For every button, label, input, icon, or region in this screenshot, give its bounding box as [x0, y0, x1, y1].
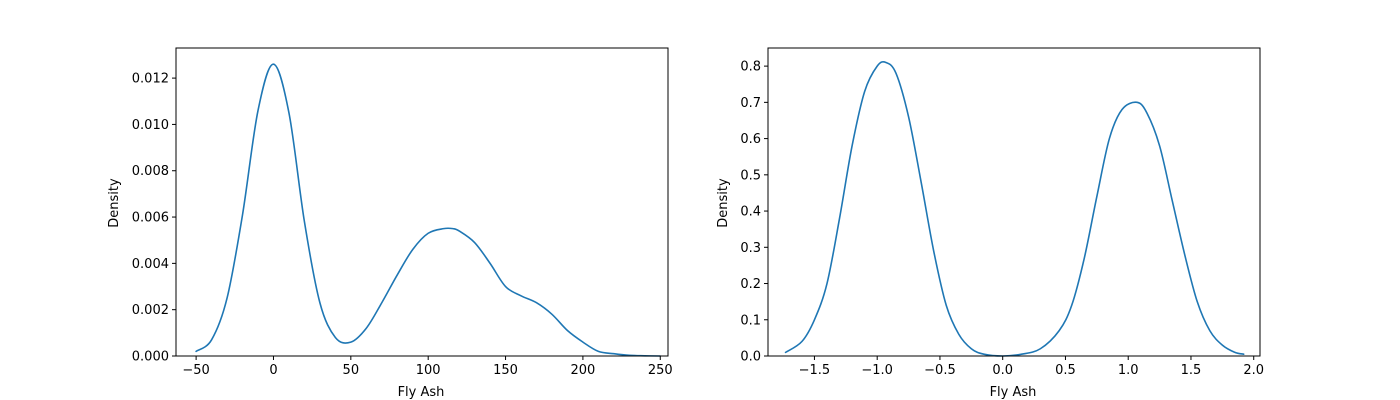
left-density-curve: [195, 63, 662, 357]
right-kde-panel: Fly Ash Density −1.5 −1.0 −0.5 0.0 0.5 1.0 1.5…: [716, 47, 1264, 400]
right-y-axis-label: Density: [716, 178, 731, 228]
left-y-tick-label: 0.002: [132, 303, 169, 318]
left-x-tick-label: 250: [648, 363, 673, 378]
right-y-tick-label: 0.6: [740, 132, 761, 147]
right-x-tick-label: 1.5: [1181, 363, 1202, 378]
left-y-tick-label: 0.010: [132, 118, 169, 133]
right-x-axis-label: Fly Ash: [990, 385, 1037, 400]
left-y-tick-label: 0.004: [132, 257, 169, 272]
right-y-tick-label: 0.7: [740, 96, 761, 111]
left-x-tick-label: −50: [182, 363, 209, 378]
right-x-tick-label: −0.5: [924, 363, 956, 378]
left-y-tick-label: 0.006: [132, 211, 169, 226]
right-x-tick-label: 2.0: [1243, 363, 1264, 378]
right-y-tick-label: 0.3: [740, 241, 761, 256]
right-y-tick-label: 0.0: [740, 350, 761, 365]
right-x-tick-label: −1.5: [799, 363, 831, 378]
right-y-tick-label: 0.2: [740, 277, 761, 292]
right-y-tick-label: 0.8: [740, 60, 761, 75]
right-x-tick-label: 1.0: [1118, 363, 1139, 378]
right-x-tick-label: −1.0: [861, 363, 893, 378]
right-x-tick-label: 0.0: [992, 363, 1013, 378]
left-y-tick-label: 0.012: [132, 72, 169, 87]
right-y-tick-label: 0.5: [740, 168, 761, 183]
right-y-tick-label: 0.1: [740, 313, 761, 328]
left-axes-frame: [175, 47, 669, 357]
left-x-tick-label: 0: [269, 363, 277, 378]
left-y-tick-label: 0.000: [132, 350, 169, 365]
left-x-tick-label: 150: [493, 363, 518, 378]
left-y-tick-label: 0.008: [132, 164, 169, 179]
left-x-tick-label: 50: [343, 363, 360, 378]
left-x-tick-label: 200: [570, 363, 595, 378]
left-x-axis-label: Fly Ash: [398, 385, 445, 400]
right-density-curve: [784, 61, 1245, 357]
left-x-tick-label: 100: [416, 363, 441, 378]
left-y-axis-label: Density: [107, 178, 122, 228]
right-x-tick-label: 0.5: [1055, 363, 1076, 378]
right-y-tick-label: 0.4: [740, 205, 761, 220]
left-kde-panel: Fly Ash Density −50 0 50 100 150 200 250 0.000 0…: [107, 47, 673, 400]
right-axes-frame: [767, 47, 1261, 357]
